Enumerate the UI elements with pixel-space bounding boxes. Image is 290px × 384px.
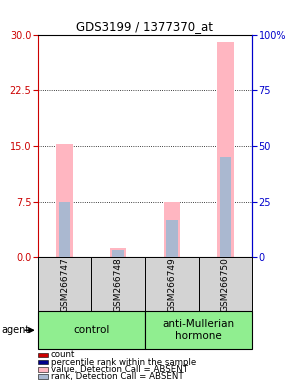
Text: value, Detection Call = ABSENT: value, Detection Call = ABSENT — [51, 365, 188, 374]
Bar — [38, 311, 145, 349]
Text: control: control — [73, 325, 110, 335]
Text: percentile rank within the sample: percentile rank within the sample — [51, 358, 196, 367]
Bar — [112, 250, 124, 257]
Text: count: count — [51, 351, 75, 359]
Bar — [220, 157, 231, 257]
Text: GSM266747: GSM266747 — [60, 257, 69, 311]
Bar — [59, 202, 70, 257]
Bar — [57, 144, 72, 257]
Text: rank, Detection Call = ABSENT: rank, Detection Call = ABSENT — [51, 372, 183, 381]
Title: GDS3199 / 1377370_at: GDS3199 / 1377370_at — [77, 20, 213, 33]
Bar — [110, 248, 126, 257]
Text: GSM266749: GSM266749 — [167, 257, 176, 311]
Bar — [145, 257, 199, 311]
Bar — [166, 220, 178, 257]
Bar — [91, 257, 145, 311]
Bar — [218, 42, 233, 257]
Text: agent: agent — [1, 325, 30, 335]
Bar — [38, 257, 91, 311]
Bar — [145, 311, 252, 349]
Text: anti-Mullerian
hormone: anti-Mullerian hormone — [163, 319, 235, 341]
Text: GSM266748: GSM266748 — [114, 257, 123, 311]
Bar — [164, 202, 180, 257]
Text: GSM266750: GSM266750 — [221, 257, 230, 311]
Bar — [199, 257, 252, 311]
